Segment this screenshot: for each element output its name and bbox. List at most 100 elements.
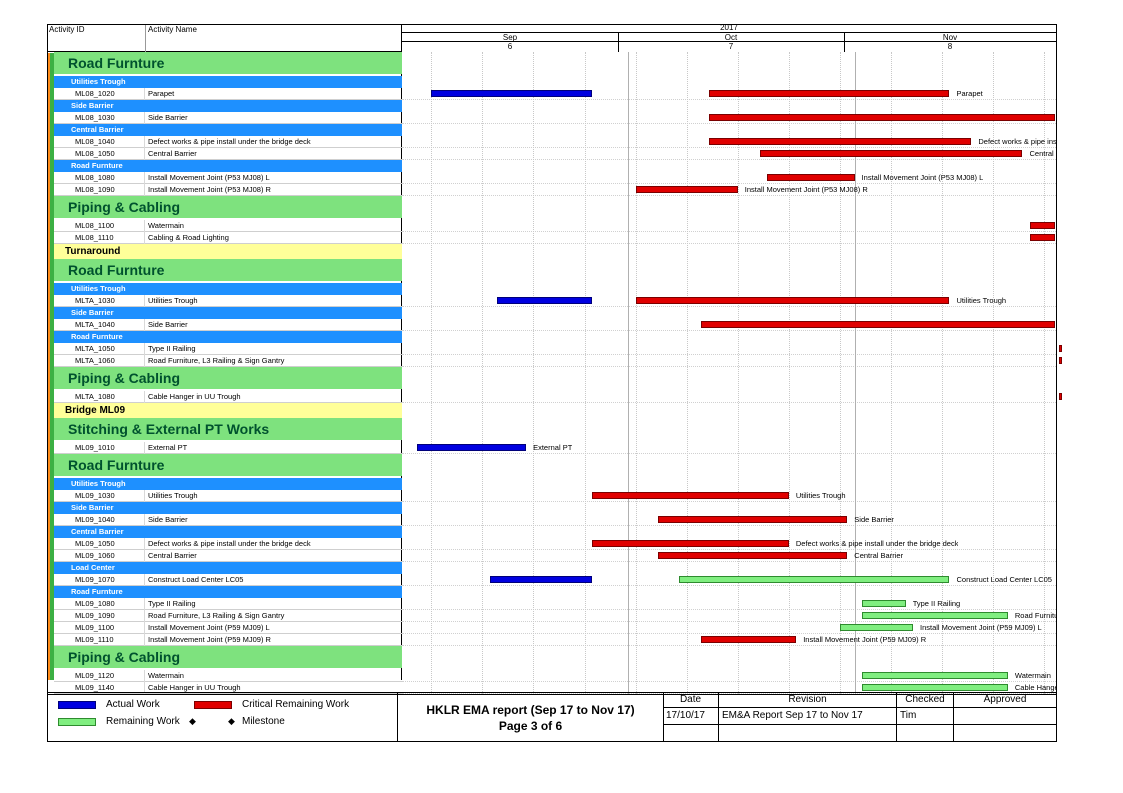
activity-id: ML09_1060 (75, 551, 115, 560)
legend-actual-swatch (58, 701, 96, 709)
grid-bottom-line (48, 694, 1056, 695)
subsection-header (54, 124, 402, 136)
row-col-divider (144, 220, 145, 232)
month-line (402, 41, 1056, 42)
activity-name: Watermain (148, 671, 184, 680)
activity-id: ML09_1080 (75, 599, 115, 608)
timeline-row-guide (402, 195, 1056, 196)
month-nov: Nov (942, 33, 958, 42)
remaining-bar (861, 612, 1008, 619)
actual-bar (496, 297, 592, 304)
row-col-divider (144, 391, 145, 403)
week-gridline (533, 52, 535, 694)
remaining-bar (840, 624, 913, 631)
activity-name: Utilities Trough (148, 296, 198, 305)
row-col-divider (144, 550, 145, 562)
activity-name: Cable Hanger in UU Trough (148, 683, 241, 692)
timeline-row-guide (402, 123, 1056, 124)
timeline-row-guide (402, 633, 1056, 634)
timeline-row-guide (402, 561, 1056, 562)
rev-col-line-3 (953, 692, 954, 741)
critical-bar (657, 552, 848, 559)
critical-bar (701, 636, 797, 643)
row-divider (54, 159, 402, 160)
week-gridline (788, 52, 790, 694)
row-divider (54, 306, 402, 307)
activity-name: Parapet (148, 89, 175, 98)
activity-name: External PT (148, 443, 188, 452)
left-accent-strip (48, 53, 54, 680)
bar-label: External PT (533, 443, 573, 452)
activity-name: Install Movement Joint (P53 MJ08) R (148, 185, 271, 194)
week-gridline (1044, 52, 1046, 694)
row-divider (54, 195, 402, 196)
section-header (54, 454, 402, 476)
names-grid-divider (401, 24, 402, 680)
activity-id: ML09_1110 (75, 635, 114, 644)
legend-milestone-label: Milestone (242, 716, 285, 727)
timeline-row-guide (402, 681, 1056, 682)
critical-bar (657, 516, 848, 523)
critical-bar (635, 297, 950, 304)
row-col-divider (144, 343, 145, 355)
section-title: Road Furnture (68, 262, 165, 278)
week-gridline (993, 52, 995, 694)
footer-top-line (48, 692, 1056, 693)
rev-header-checked: Checked (905, 694, 945, 705)
bar-label: Cable Hanger (1014, 683, 1056, 692)
activity-id: MLTA_1060 (75, 356, 115, 365)
legend-critical-swatch (194, 701, 232, 709)
row-divider (54, 183, 402, 184)
row-divider (54, 645, 402, 646)
legend-remaining-label: Remaining Work (106, 716, 180, 727)
week-gridline (942, 52, 944, 694)
activity-name: Watermain (148, 221, 184, 230)
remaining-bar (679, 576, 950, 583)
activity-name: Type II Railing (148, 344, 196, 353)
row-col-divider (144, 514, 145, 526)
subsection-header (54, 160, 402, 172)
row-divider (54, 354, 402, 355)
rev-value-revision: EM&A Report Sep 17 to Nov 17 (722, 710, 863, 721)
subsection-title: Utilities Trough (71, 284, 126, 293)
week-gridline (686, 52, 688, 694)
section-title: Road Furnture (68, 55, 165, 71)
timeline-row-guide (402, 693, 1056, 694)
bar-label: Watermain (1014, 671, 1051, 680)
section-title: Road Furnture (68, 457, 165, 473)
timeline-row-guide (402, 159, 1056, 160)
critical-bar (759, 150, 1023, 157)
row-col-divider (144, 622, 145, 634)
row-col-divider (144, 112, 145, 124)
timeline-row-guide (402, 609, 1056, 610)
group-band-title: Bridge ML09 (65, 405, 126, 416)
revision-table: Date Revision Checked Approved 17/10/17 … (663, 692, 1057, 742)
remaining-bar (861, 600, 906, 607)
month-sep-divider-2 (844, 33, 845, 52)
subsection-header (54, 307, 402, 319)
activity-name: Side Barrier (148, 320, 188, 329)
month-num-nov: 8 (947, 42, 953, 51)
activity-name: Defect works & pipe install under the br… (148, 539, 311, 548)
page-number: Page 3 of 6 (498, 719, 563, 733)
bar-label: Road Furniture (1014, 611, 1056, 620)
critical-bar (1029, 234, 1055, 241)
subsection-title: Road Furnture (71, 587, 123, 596)
row-divider (54, 561, 402, 562)
section-header (54, 367, 402, 389)
subsection-title: Load Center (71, 563, 115, 572)
row-divider (54, 330, 402, 331)
year-line (402, 32, 1056, 33)
month-sep: Sep (502, 33, 518, 42)
row-col-divider (144, 319, 145, 331)
subsection-title: Road Furnture (71, 161, 123, 170)
timeline-row-guide (402, 645, 1056, 646)
critical-bar (1059, 345, 1062, 352)
bar-label: Construct Load Center LC05 (956, 575, 1052, 584)
row-col-divider (144, 355, 145, 367)
activity-id: ML09_1050 (75, 539, 115, 548)
section-header (54, 418, 402, 440)
rev-header-revision: Revision (788, 694, 827, 705)
activity-name: Type II Railing (148, 599, 196, 608)
group-band (54, 403, 402, 418)
